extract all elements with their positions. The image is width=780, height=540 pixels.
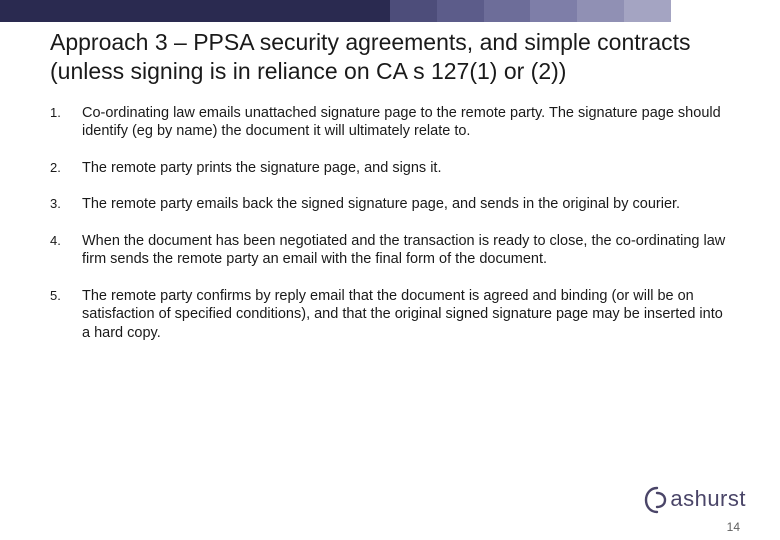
list-number: 5. (50, 287, 82, 305)
list-number: 1. (50, 104, 82, 122)
logo-icon (644, 486, 666, 512)
bar-segment (671, 0, 780, 22)
slide: Approach 3 – PPSA security agreements, a… (0, 0, 780, 540)
content-area: Approach 3 – PPSA security agreements, a… (0, 22, 780, 540)
list-number: 4. (50, 232, 82, 250)
bar-segment (0, 0, 390, 22)
list-item: 3. The remote party emails back the sign… (50, 195, 730, 214)
slide-title: Approach 3 – PPSA security agreements, a… (50, 28, 730, 86)
decorative-top-bar (0, 0, 780, 22)
bar-segment (624, 0, 671, 22)
ashurst-logo: ashurst (644, 486, 746, 512)
bar-segment (577, 0, 624, 22)
list-text: Co-ordinating law emails unattached sign… (82, 104, 730, 141)
logo-text: ashurst (670, 486, 746, 512)
bar-segment (437, 0, 484, 22)
list-text: The remote party emails back the signed … (82, 195, 730, 214)
list-text: When the document has been negotiated an… (82, 232, 730, 269)
bar-segment (390, 0, 437, 22)
list-text: The remote party prints the signature pa… (82, 159, 730, 178)
list-number: 3. (50, 195, 82, 213)
list-item: 4. When the document has been negotiated… (50, 232, 730, 269)
bar-segment (484, 0, 531, 22)
list-text: The remote party confirms by reply email… (82, 287, 730, 343)
list-item: 1. Co-ordinating law emails unattached s… (50, 104, 730, 141)
numbered-list: 1. Co-ordinating law emails unattached s… (50, 104, 730, 343)
list-item: 2. The remote party prints the signature… (50, 159, 730, 178)
page-number: 14 (727, 520, 740, 534)
list-item: 5. The remote party confirms by reply em… (50, 287, 730, 343)
bar-segment (530, 0, 577, 22)
list-number: 2. (50, 159, 82, 177)
